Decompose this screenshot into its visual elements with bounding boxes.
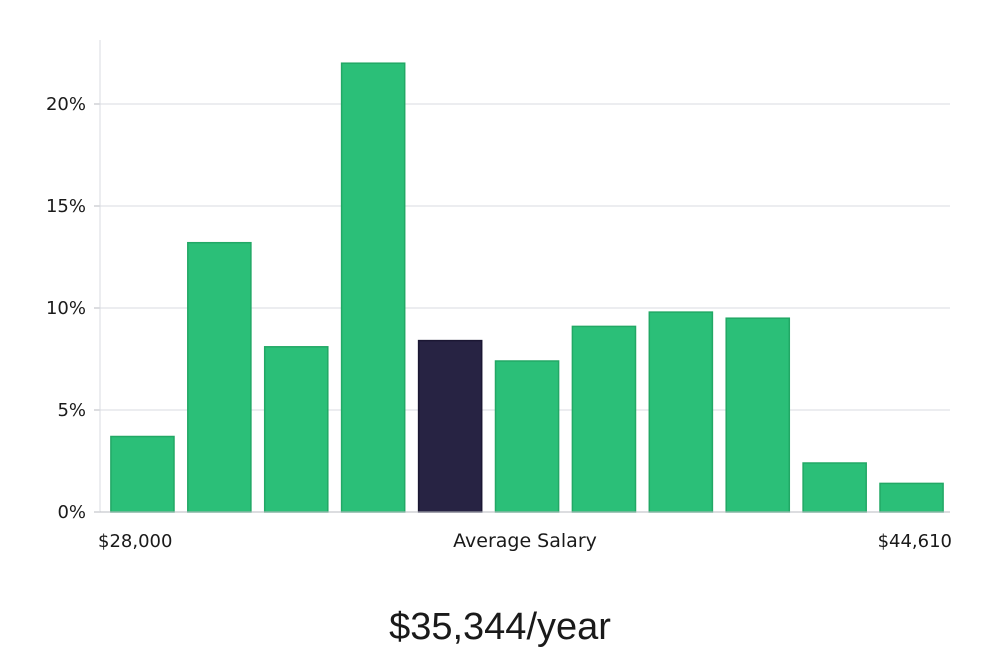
histogram-bar — [802, 462, 867, 513]
bar-layer — [110, 62, 944, 513]
histogram-bar — [187, 241, 252, 513]
histogram-bar — [725, 317, 791, 513]
y-tick-label: 10% — [46, 298, 86, 319]
axis-layer: 0% 5% 10% 15% 20% — [46, 40, 950, 523]
y-tick-label: 0% — [57, 502, 86, 523]
histogram-bar — [340, 62, 406, 513]
average-salary-headline: $35,344/year — [389, 606, 611, 648]
histogram-svg: 0% 5% 10% 15% 20% $28,000 Average Salary $44… — [46, 40, 952, 552]
histogram-bar — [571, 325, 637, 513]
y-tick-label: 20% — [46, 94, 86, 115]
histogram-bar — [648, 311, 714, 513]
histogram-bar — [263, 346, 329, 513]
x-min-label: $28,000 — [98, 531, 172, 552]
histogram-bar-highlighted — [417, 339, 483, 513]
histogram-bar — [110, 435, 175, 513]
x-axis-title: Average Salary — [453, 530, 597, 552]
histogram-bar — [494, 360, 560, 513]
y-tick-label: 5% — [57, 400, 86, 421]
y-tick-label: 15% — [46, 196, 86, 217]
x-max-label: $44,610 — [878, 531, 952, 552]
histogram-bar — [879, 482, 944, 513]
